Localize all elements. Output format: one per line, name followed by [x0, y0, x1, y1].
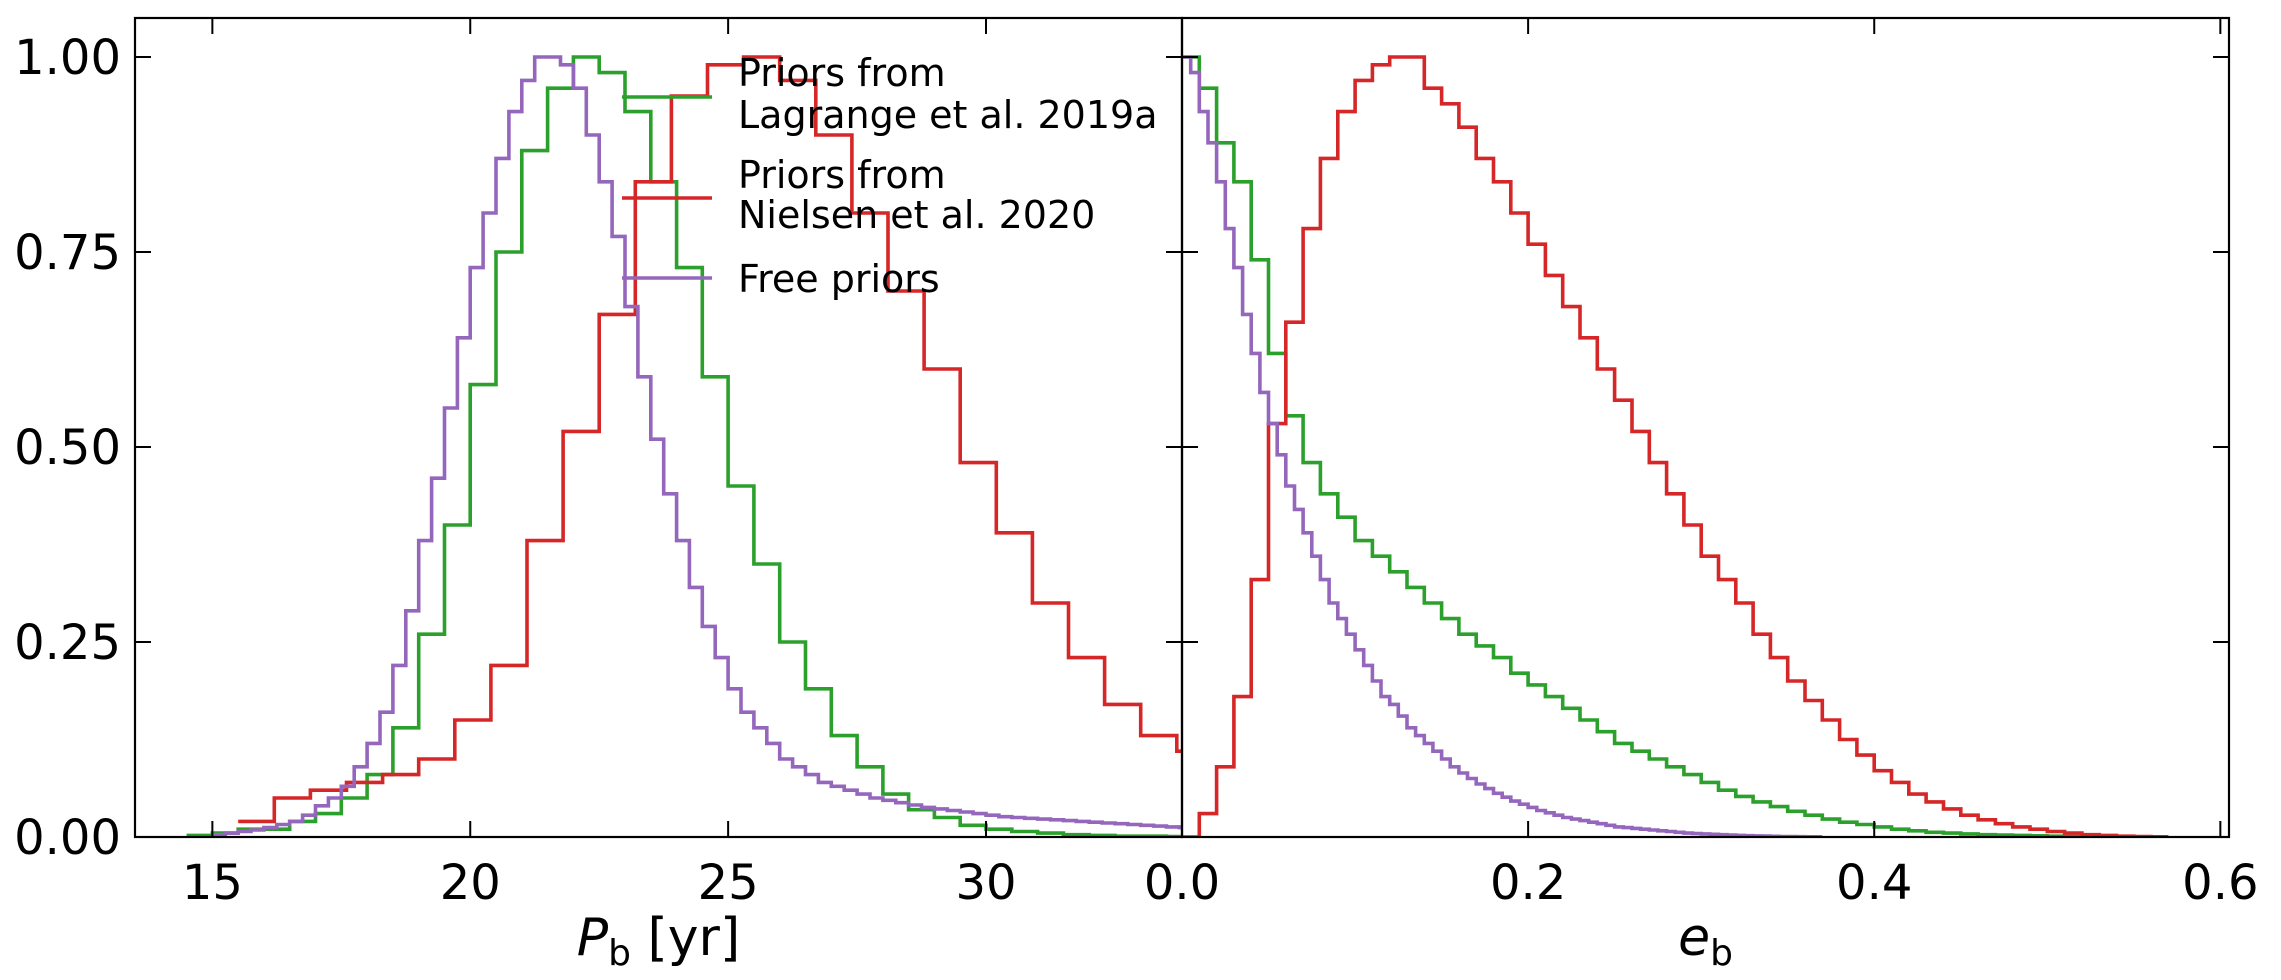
- y-tick-label: 0.00: [14, 810, 121, 866]
- x-tick-label: 20: [440, 855, 501, 911]
- series-line-free-priors: [212, 55, 1182, 837]
- legend-label: Free priors: [738, 257, 940, 301]
- x-tick-label: 0.6: [2182, 855, 2258, 911]
- legend-label: Lagrange et al. 2019a: [738, 93, 1158, 137]
- series-line-priors-from-lagrange-et-al-2019a: [186, 55, 1182, 837]
- legend-label: Nielsen et al. 2020: [738, 193, 1095, 237]
- legend-label: Priors from: [738, 51, 946, 95]
- y-tick-label: 1.00: [14, 30, 121, 86]
- series-line-free-priors: [1182, 55, 1823, 837]
- x-tick-label: 30: [955, 855, 1016, 911]
- panel-period: 15 20 25 30 0.00 0.25 0.50 0.75 1.00 Pb [yr]: [14, 16, 1184, 974]
- x-tick-label: 0.0: [1144, 855, 1220, 911]
- x-tick-label: 0.2: [1490, 855, 1566, 911]
- axes-frame: [133, 16, 1184, 839]
- y-tick-label: 0.50: [14, 420, 121, 476]
- x-tick-label: 0.4: [1836, 855, 1912, 911]
- x-tick-label: 15: [182, 855, 243, 911]
- legend-label: Priors from: [738, 153, 946, 197]
- axes-frame: [1180, 16, 2231, 839]
- y-tick-label: 0.75: [14, 225, 121, 281]
- legend-item-free-priors: Free priors: [622, 257, 940, 301]
- panel-eccentricity: 0.0 0.2 0.4 0.6 eb: [1144, 16, 2259, 974]
- series-line-priors-from-nielsen-et-al-2020: [1182, 55, 2169, 837]
- x-axis-label: eb: [1678, 908, 1733, 974]
- series-line-priors-from-lagrange-et-al-2019a: [1182, 55, 2134, 837]
- x-tick-label: 25: [698, 855, 759, 911]
- y-tick-label: 0.25: [14, 615, 121, 671]
- series-line-priors-from-nielsen-et-al-2020: [238, 55, 1182, 824]
- x-axis-label: Pb [yr]: [577, 908, 740, 974]
